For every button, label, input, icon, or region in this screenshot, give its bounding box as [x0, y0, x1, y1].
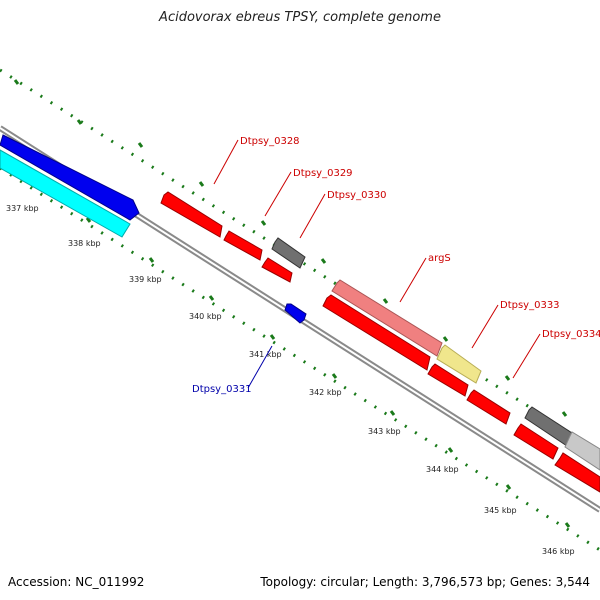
leader-line	[471, 304, 499, 349]
gene-dtpsy-0330[interactable]	[271, 237, 306, 269]
tick-mark	[198, 181, 205, 187]
gene-label-dtpsy-0330[interactable]: Dtpsy_0330	[327, 190, 387, 201]
tick-label: 342 kbp	[309, 388, 342, 397]
tick-mark	[320, 258, 327, 264]
gene-red-mid[interactable]	[427, 363, 469, 397]
tick-mark	[208, 295, 215, 301]
gene-label-args[interactable]: argS	[428, 253, 451, 264]
label-leaders	[213, 139, 541, 389]
inner-dotted-track	[0, 166, 600, 552]
gene-cyan[interactable]	[0, 149, 131, 238]
tick-mark	[85, 217, 92, 223]
tick-label: 337 kbp	[6, 204, 39, 213]
tick-mark	[382, 298, 389, 304]
gene-label-dtpsy-0329[interactable]: Dtpsy_0329	[293, 168, 353, 179]
tick-mark	[148, 257, 155, 263]
map-title: Acidovorax ebreus TPSY, complete genome	[159, 10, 441, 25]
gene-label-dtpsy-0333[interactable]: Dtpsy_0333	[500, 300, 560, 311]
gene-dtpsy-0331[interactable]	[284, 303, 307, 324]
tick-marks	[13, 79, 571, 528]
tick-mark	[561, 411, 568, 417]
leader-line	[299, 193, 326, 239]
accession-info: Accession: NC_011992	[8, 575, 145, 589]
gene-red-long[interactable]	[322, 294, 431, 371]
tick-mark	[331, 373, 338, 379]
tick-label: 344 kbp	[426, 465, 459, 474]
tick-mark	[260, 220, 267, 226]
tick-mark	[389, 410, 396, 416]
tick-label: 338 kbp	[68, 239, 101, 248]
tick-label: 341 kbp	[249, 350, 282, 359]
tick-label: 339 kbp	[129, 275, 162, 284]
gene-red-right[interactable]	[513, 423, 559, 460]
tick-mark	[137, 142, 144, 148]
tick-mark	[13, 79, 20, 85]
leader-line	[247, 345, 273, 389]
gene-labels: Dtpsy_0328 Dtpsy_0329 Dtpsy_0330 argS Dt…	[192, 136, 600, 395]
gene-label-dtpsy-0331[interactable]: Dtpsy_0331	[192, 384, 252, 395]
tick-mark	[564, 522, 571, 528]
tick-label: 340 kbp	[189, 312, 222, 321]
leader-line	[512, 333, 541, 379]
leader-line	[399, 257, 427, 303]
tick-mark	[447, 447, 454, 453]
leader-line	[213, 139, 239, 185]
tick-mark	[76, 119, 83, 125]
gene-blue[interactable]	[0, 134, 140, 221]
gene-label-dtpsy-0334[interactable]: Dtpsy_0334	[542, 329, 600, 340]
forward-strand-genes	[160, 191, 600, 493]
gene-dtpsy-0329[interactable]	[223, 230, 263, 261]
tick-mark	[269, 334, 276, 340]
tick-label: 343 kbp	[368, 427, 401, 436]
gene-args[interactable]	[331, 279, 443, 357]
reverse-strand-genes	[0, 134, 307, 324]
gene-lightgray-right[interactable]	[564, 431, 600, 471]
gene-dtpsy-0328[interactable]	[160, 191, 223, 238]
leader-line	[264, 171, 292, 217]
tick-mark	[505, 484, 512, 490]
tick-mark	[442, 336, 449, 342]
gene-dtpsy-0333[interactable]	[436, 344, 482, 384]
gene-red-far-right[interactable]	[554, 452, 600, 493]
gene-dtpsy-0334[interactable]	[466, 389, 511, 425]
genome-summary: Topology: circular; Length: 3,796,573 bp…	[260, 575, 590, 589]
gene-red-small[interactable]	[261, 257, 293, 283]
tick-labels: 337 kbp 338 kbp 339 kbp 340 kbp 341 kbp …	[6, 204, 575, 556]
tick-mark	[504, 375, 511, 381]
tick-label: 346 kbp	[542, 547, 575, 556]
tick-label: 345 kbp	[484, 506, 517, 515]
gene-label-dtpsy-0328[interactable]: Dtpsy_0328	[240, 136, 300, 147]
